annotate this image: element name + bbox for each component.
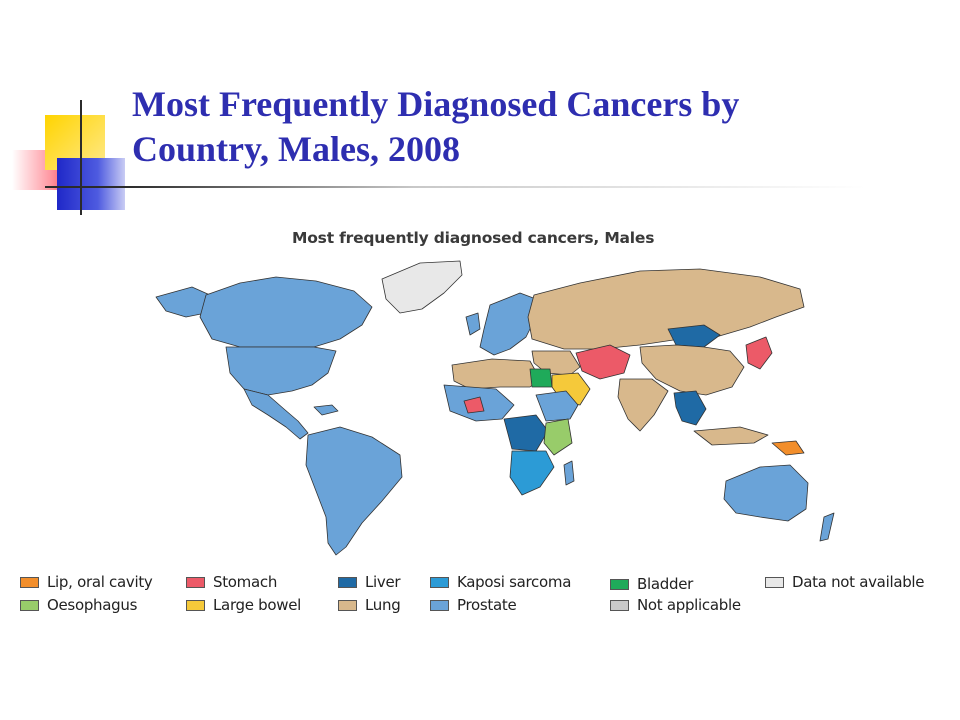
legend-label: Kaposi sarcoma	[457, 573, 572, 591]
legend-item-large-bowel: Large bowel	[186, 595, 301, 615]
map-region-west-africa-stomach	[463, 396, 485, 414]
map-region-egypt	[529, 368, 553, 388]
map-region-china	[639, 344, 745, 396]
map-region-north-africa	[451, 358, 541, 390]
legend-item-stomach: Stomach	[186, 572, 277, 592]
legend-label: Lip, oral cavity	[47, 573, 153, 591]
legend-label: Oesophagus	[47, 596, 138, 614]
legend-label: Large bowel	[213, 596, 302, 614]
legend-swatch	[186, 576, 205, 588]
legend-item-liver: Liver	[338, 572, 401, 592]
map-region-caribbean	[313, 404, 339, 416]
slide-title-line-2: Country, Males, 2008	[132, 129, 460, 169]
map-region-southeast-asia	[673, 390, 707, 426]
map-region-east-africa	[543, 418, 573, 456]
map-region-papua-new-guinea	[771, 440, 805, 456]
legend-item-kaposi-sarcoma: Kaposi sarcoma	[430, 572, 571, 592]
map-heading: Most frequently diagnosed cancers, Males	[292, 229, 655, 247]
map-region-british-isles	[465, 312, 481, 336]
map-region-indonesia	[693, 426, 769, 446]
legend-swatch	[20, 599, 39, 611]
legend-item-prostate: Prostate	[430, 595, 517, 615]
map-region-southern-africa	[509, 450, 555, 496]
legend-label: Not applicable	[637, 596, 741, 614]
map-region-iran	[575, 344, 631, 380]
legend-item-oesophagus: Oesophagus	[20, 595, 137, 615]
slide-title: Most Frequently Diagnosed Cancers by Cou…	[132, 82, 892, 172]
map-region-europe	[479, 292, 537, 356]
legend-swatch	[338, 576, 357, 588]
decorative-blue-square	[57, 158, 125, 210]
legend-swatch	[186, 599, 205, 611]
legend-item-lung: Lung	[338, 595, 401, 615]
title-divider-line	[45, 186, 865, 188]
legend-swatch	[20, 576, 39, 588]
map-region-central-africa	[503, 414, 549, 452]
slide-title-line-1: Most Frequently Diagnosed Cancers by	[132, 84, 740, 124]
map-region-japan-korea	[745, 336, 773, 370]
world-map	[155, 260, 835, 556]
legend-label: Prostate	[457, 596, 517, 614]
legend-label: Lung	[365, 596, 401, 614]
map-region-madagascar	[563, 460, 575, 486]
map-region-horn-of-africa	[535, 390, 579, 422]
map-region-australia	[723, 464, 809, 522]
map-region-south-america	[305, 426, 403, 556]
map-region-russia-central-asia	[527, 268, 805, 350]
legend-swatch	[430, 576, 449, 588]
legend-swatch	[610, 599, 629, 611]
legend-item-bladder: Bladder	[610, 574, 693, 594]
legend-swatch	[430, 599, 449, 611]
map-region-new-zealand	[819, 512, 835, 542]
map-region-usa	[225, 346, 337, 396]
legend-swatch	[765, 576, 784, 588]
legend-label: Data not available	[792, 573, 925, 591]
legend-label: Bladder	[637, 575, 693, 593]
legend-item-not-applicable: Not applicable	[610, 595, 741, 615]
legend-item-data-not-available: Data not available	[765, 572, 925, 592]
legend-swatch	[338, 599, 357, 611]
map-region-greenland	[381, 260, 463, 314]
map-region-india	[617, 378, 669, 432]
legend-item-lip-oral: Lip, oral cavity	[20, 572, 153, 592]
legend-swatch	[610, 578, 629, 590]
decorative-vertical-line	[80, 100, 82, 215]
legend-label: Stomach	[213, 573, 278, 591]
map-region-central-america	[243, 388, 309, 440]
legend-label: Liver	[365, 573, 401, 591]
map-region-canada	[199, 276, 373, 348]
map-region-mongolia	[667, 324, 721, 348]
